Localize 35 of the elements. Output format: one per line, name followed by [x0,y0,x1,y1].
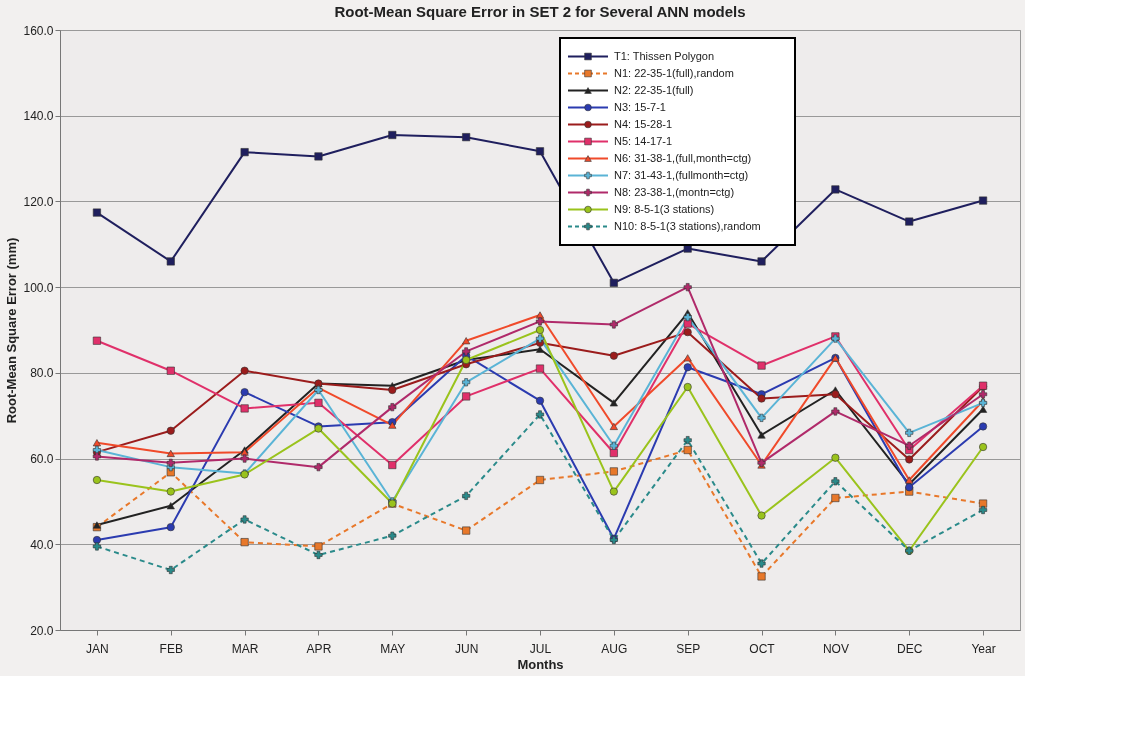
x-tick-label: DEC [897,641,923,656]
legend-label: N1: 22-35-1(full),random [614,66,734,79]
x-tick-label: JUN [454,641,479,656]
legend-label: N2: 22-35-1(full) [614,83,694,96]
y-tick-label: 120.0 [23,194,54,209]
x-tick-label: Year [971,641,996,656]
legend-label: N7: 31-43-1,(fullmonth=ctg) [614,168,749,181]
x-axis-title: Months [517,656,564,672]
legend-label: N3: 15-7-1 [614,100,666,113]
chart-title: Root-Mean Square Error in SET 2 for Several ANN models [334,3,746,20]
x-tick-label: OCT [749,641,776,656]
x-tick-label: JUL [529,641,552,656]
y-tick-label: 140.0 [23,109,54,124]
x-tick-label: APR [306,641,332,656]
y-tick-label: 80.0 [30,366,54,381]
legend-label: T1: Thissen Polygon [614,49,715,62]
legend-label: N5: 14-17-1 [614,134,673,147]
x-tick-label: MAR [231,641,259,656]
y-axis-title: Root-Mean Square Error (mm) [4,237,20,424]
y-tick-label: 160.0 [23,23,54,38]
x-tick-label: JAN [86,641,109,656]
y-tick-label: 100.0 [23,280,54,295]
legend-label: N9: 8-5-1(3 stations) [614,202,715,215]
x-tick-label: MAY [380,641,406,656]
x-tick-label: FEB [159,641,183,656]
x-tick-label: NOV [822,641,849,656]
legend-label: N4: 15-28-1 [614,117,673,130]
x-tick-label: SEP [676,641,701,656]
y-tick-label: 40.0 [30,537,54,552]
y-tick-label: 20.0 [30,623,54,638]
legend-label: N10: 8-5-1(3 stations),random [614,219,761,232]
x-tick-label: AUG [601,641,628,656]
y-tick-label: 60.0 [30,452,54,467]
legend-label: N8: 23-38-1,(montn=ctg) [614,185,735,198]
legend-label: N6: 31-38-1,(full,month=ctg) [614,151,752,164]
